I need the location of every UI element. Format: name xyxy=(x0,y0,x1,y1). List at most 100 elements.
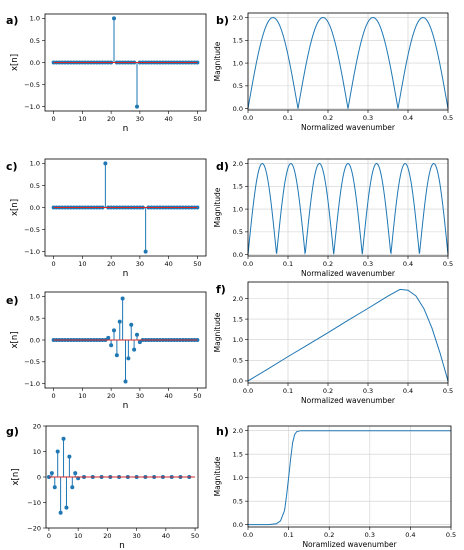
panel-label: f) xyxy=(216,283,226,296)
x-tick-label: 50 xyxy=(193,392,201,400)
stem-marker xyxy=(129,322,134,327)
x-axis-label: n xyxy=(123,401,129,411)
y-tick-label: 1.0 xyxy=(30,15,40,23)
x-tick-label: 30 xyxy=(136,260,144,268)
x-tick-label: 0.0 xyxy=(243,260,253,268)
x-tick-label: 10 xyxy=(74,532,82,540)
axes-frame xyxy=(44,158,207,257)
x-tick-label: 30 xyxy=(132,532,140,540)
x-tick-label: 40 xyxy=(164,115,172,123)
stem-marker xyxy=(61,436,66,441)
panel-label: e) xyxy=(6,294,19,307)
x-tick-label: 10 xyxy=(78,260,86,268)
y-axis-label: x[n] xyxy=(10,331,20,348)
x-tick-label: 20 xyxy=(107,260,115,268)
y-tick-label: 0.5 xyxy=(30,314,40,322)
y-axis-label: x[n] xyxy=(10,54,20,71)
y-tick-label: 1.0 xyxy=(233,59,243,67)
x-axis-label: n xyxy=(123,269,129,279)
x-tick-label: 0.1 xyxy=(283,387,293,395)
x-tick-label: 30 xyxy=(136,115,144,123)
stem-marker xyxy=(114,353,119,358)
magnitude-curve xyxy=(247,288,449,382)
axes-frame xyxy=(44,13,207,112)
stem-marker xyxy=(120,296,125,301)
x-tick-label: 20 xyxy=(107,115,115,123)
stem-marker xyxy=(55,449,60,454)
y-axis-label: Magnitude xyxy=(213,312,222,352)
x-tick-label: 0.5 xyxy=(443,387,453,395)
x-tick-label: 20 xyxy=(103,532,111,540)
stem-marker xyxy=(58,510,63,515)
x-tick-label: 0.3 xyxy=(363,114,373,122)
panel-g: g) 0 10 20 30 40 50 −20 −10 0 10 20 n x[n] xyxy=(6,422,199,550)
x-tick-label: 0.0 xyxy=(243,114,253,122)
panel-label: h) xyxy=(216,425,229,438)
y-tick-label: 2.0 xyxy=(233,160,243,168)
x-tick-label: 0.4 xyxy=(403,114,413,122)
x-tick-label: 0.2 xyxy=(324,531,334,539)
stem-marker xyxy=(109,343,114,348)
panel-label: c) xyxy=(6,160,18,173)
stem-marker xyxy=(49,471,54,476)
y-tick-label: −1.0 xyxy=(24,103,40,111)
x-tick-label: 10 xyxy=(78,392,86,400)
x-tick-label: 30 xyxy=(136,392,144,400)
panel-label: b) xyxy=(216,14,229,27)
x-tick-label: 0.2 xyxy=(323,114,333,122)
stem-marker xyxy=(112,16,116,21)
x-tick-label: 20 xyxy=(107,392,115,400)
x-tick-label: 0.4 xyxy=(405,531,415,539)
x-tick-label: 40 xyxy=(164,392,172,400)
y-tick-label: 0.0 xyxy=(30,59,40,67)
x-tick-label: 0.4 xyxy=(403,260,413,268)
y-tick-label: 0.5 xyxy=(233,497,243,505)
axes-frame xyxy=(45,425,199,529)
x-tick-label: 0.2 xyxy=(323,387,333,395)
x-axis-label: n xyxy=(119,541,125,550)
stem-marker xyxy=(73,471,78,476)
x-tick-label: 0.2 xyxy=(323,260,333,268)
panel-e: e) 0 10 20 30 40 50 −1.0 −0.5 0.0 0.5 1.0 n x[n] xyxy=(6,291,207,411)
y-tick-label: 2.0 xyxy=(233,14,243,22)
y-tick-label: 0.5 xyxy=(233,357,243,365)
panel-label: a) xyxy=(6,14,18,27)
x-tick-label: 0 xyxy=(52,115,56,123)
x-tick-label: 0.4 xyxy=(403,387,413,395)
y-tick-label: 10 xyxy=(33,448,41,456)
x-tick-label: 50 xyxy=(191,532,199,540)
x-tick-label: 50 xyxy=(193,115,201,123)
y-tick-label: 0.0 xyxy=(233,521,243,529)
y-tick-label: 1.0 xyxy=(30,160,40,168)
y-tick-label: 1.5 xyxy=(233,37,243,45)
x-tick-label: 0.5 xyxy=(446,531,456,539)
x-tick-label: 0.1 xyxy=(283,260,293,268)
x-axis-label: Normalized wavenumber xyxy=(301,123,396,132)
x-tick-label: 40 xyxy=(162,532,170,540)
stem-marker xyxy=(117,319,122,324)
x-tick-label: 0.5 xyxy=(443,260,453,268)
x-tick-label: 0 xyxy=(52,260,56,268)
y-tick-label: 0.0 xyxy=(233,105,243,113)
stem-marker xyxy=(137,340,142,345)
x-axis-label: Noramlized wavenumber xyxy=(302,540,397,549)
y-tick-label: −0.5 xyxy=(24,358,40,366)
x-tick-label: 0.0 xyxy=(243,531,253,539)
y-tick-label: −0.5 xyxy=(24,226,40,234)
y-tick-label: 1.5 xyxy=(233,450,243,458)
y-tick-label: 0.0 xyxy=(233,251,243,259)
stem-marker xyxy=(123,379,128,384)
x-tick-label: 10 xyxy=(78,115,86,123)
stem-marker xyxy=(106,335,111,340)
y-axis-label: x[n] xyxy=(10,199,20,216)
stem-marker xyxy=(70,485,75,490)
magnitude-curve xyxy=(247,163,449,255)
x-tick-label: 40 xyxy=(164,260,172,268)
x-tick-label: 0 xyxy=(47,532,51,540)
y-tick-label: −20 xyxy=(27,524,41,532)
axes-frame xyxy=(44,291,207,389)
y-tick-label: 1.0 xyxy=(233,205,243,213)
x-tick-label: 0.3 xyxy=(363,260,373,268)
y-tick-label: 1.0 xyxy=(233,336,243,344)
